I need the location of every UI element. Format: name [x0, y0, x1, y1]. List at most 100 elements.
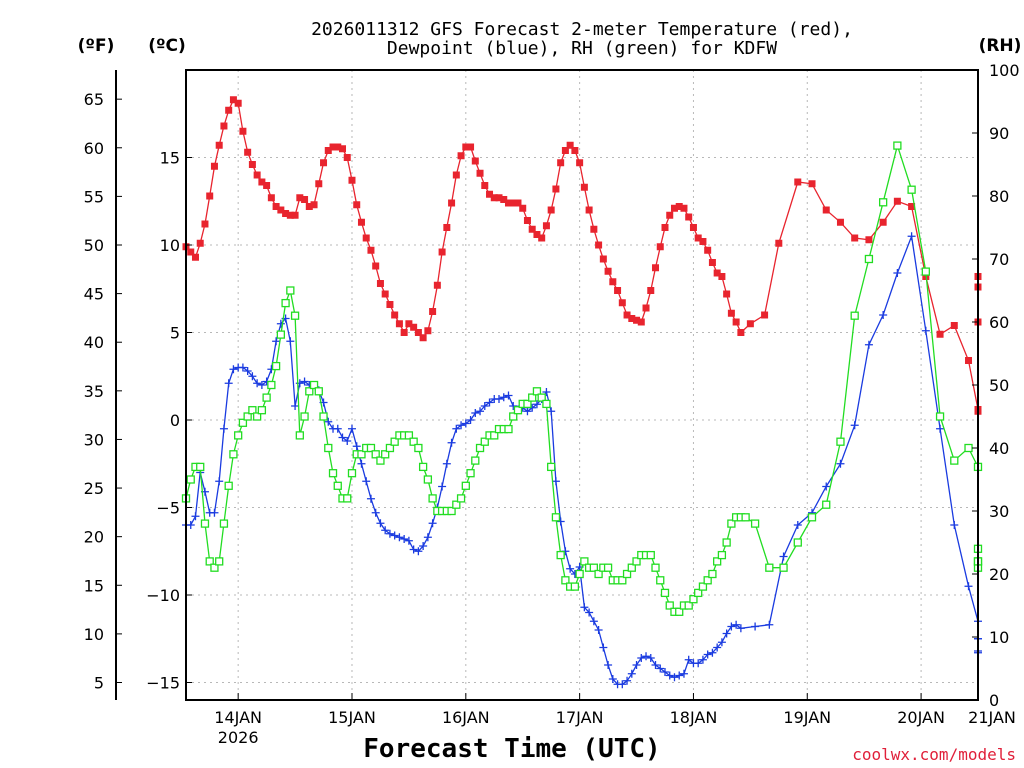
rh-point	[893, 141, 902, 150]
rh-point	[234, 431, 243, 440]
rh-point	[528, 393, 537, 402]
dewpoint-point	[656, 664, 665, 673]
rh-point	[262, 393, 271, 402]
rh-point	[570, 582, 580, 591]
temperature-point	[514, 199, 522, 207]
rh-point	[689, 595, 698, 604]
dewpoint-point	[343, 437, 352, 445]
rh-point	[475, 443, 485, 453]
temperature-point	[229, 96, 237, 104]
x-tick-label: 14JAN	[214, 708, 262, 727]
temperature-point	[689, 224, 697, 231]
temperature-point	[557, 159, 565, 167]
rh-point	[935, 412, 945, 421]
dewpoint-point	[357, 459, 366, 468]
temperature-point	[694, 234, 702, 242]
dewpoint-point	[523, 407, 532, 416]
temperature-point	[248, 161, 256, 168]
dewpoint-point	[893, 269, 902, 277]
temperature-point	[210, 162, 218, 170]
temperature-point	[623, 311, 631, 319]
temperature-point	[561, 147, 569, 154]
rh-point	[589, 563, 599, 572]
dewpoint-point	[471, 409, 480, 417]
dewpoint-point	[627, 669, 636, 678]
dewpoint-point	[338, 433, 347, 442]
dewpoint-point	[442, 459, 451, 468]
rh-point	[907, 185, 916, 194]
rh-point	[347, 469, 357, 478]
rh-point	[466, 469, 475, 478]
rh-tick-label: 20	[989, 565, 1009, 584]
temperature-point	[746, 320, 754, 328]
rh-point	[580, 557, 589, 566]
dewpoint-point	[765, 620, 774, 629]
temperature-point	[481, 182, 489, 189]
rh-point	[627, 563, 636, 572]
rh-point	[257, 406, 267, 415]
rh-point	[793, 538, 802, 547]
dewpoint-point	[461, 419, 470, 428]
temperature-point	[490, 194, 498, 202]
temperature-point	[291, 211, 299, 219]
rh-tick-label: 60	[989, 313, 1009, 332]
fahrenheit-tick-label: 5	[94, 674, 104, 693]
rh-point	[713, 557, 722, 566]
temperature-point	[647, 287, 655, 294]
dewpoint-point	[632, 661, 641, 669]
temperature-point	[419, 334, 427, 342]
rh-point	[717, 550, 727, 560]
rh-point	[471, 456, 480, 465]
temperature-point	[685, 213, 693, 221]
temperature-point	[680, 204, 688, 212]
x-tick-label: 19JAN	[783, 708, 831, 727]
rh-point	[480, 437, 489, 446]
dewpoint-point	[253, 379, 262, 388]
rh-point	[765, 563, 774, 572]
dewpoint-point	[651, 661, 660, 669]
rh-point	[513, 406, 523, 415]
rh-point	[215, 557, 224, 566]
rh-point	[390, 437, 399, 446]
rh-point	[414, 443, 423, 453]
dewpoint-point	[950, 521, 959, 529]
temperature-point	[723, 290, 731, 298]
rh-point	[964, 443, 973, 453]
rh-point	[632, 557, 641, 566]
temperature-point	[500, 196, 508, 203]
temperature-point	[457, 152, 465, 160]
chart-title-line-2: Dewpoint (blue), RH (green) for KDFW	[387, 38, 777, 59]
temperature-point	[353, 201, 361, 209]
fahrenheit-tick-label: 35	[84, 382, 104, 401]
celsius-unit-label: (ºC)	[148, 36, 186, 56]
dewpoint-point	[480, 402, 489, 410]
dewpoint-point	[665, 671, 674, 680]
dewpoint-point	[390, 531, 399, 540]
dewpoint-point	[452, 424, 461, 433]
dewpoint-point	[694, 659, 703, 668]
temperature-point	[652, 264, 660, 272]
temperature-point	[267, 194, 275, 202]
rh-point	[461, 481, 470, 490]
fahrenheit-tick-label: 55	[84, 187, 104, 206]
rh-point	[656, 576, 665, 585]
temperature-point	[452, 171, 460, 179]
dewpoint-point	[495, 395, 504, 403]
rh-point	[271, 361, 281, 371]
rh-point	[727, 519, 736, 528]
temperature-point	[462, 143, 470, 151]
dewpoint-point	[864, 340, 873, 349]
temperature-point	[538, 234, 546, 242]
temperature-point	[599, 255, 607, 263]
dewpoint-point	[732, 620, 741, 629]
dewpoint-point	[276, 319, 285, 328]
temperature-point	[950, 322, 958, 329]
temperature-point	[718, 273, 726, 280]
grid-layer	[186, 70, 978, 700]
temperature-point	[471, 157, 479, 165]
fahrenheit-tick-label: 10	[84, 625, 104, 644]
temperature-point	[301, 196, 309, 203]
rh-point	[921, 267, 930, 276]
dewpoint-point	[248, 372, 257, 381]
rh-point	[428, 494, 437, 503]
